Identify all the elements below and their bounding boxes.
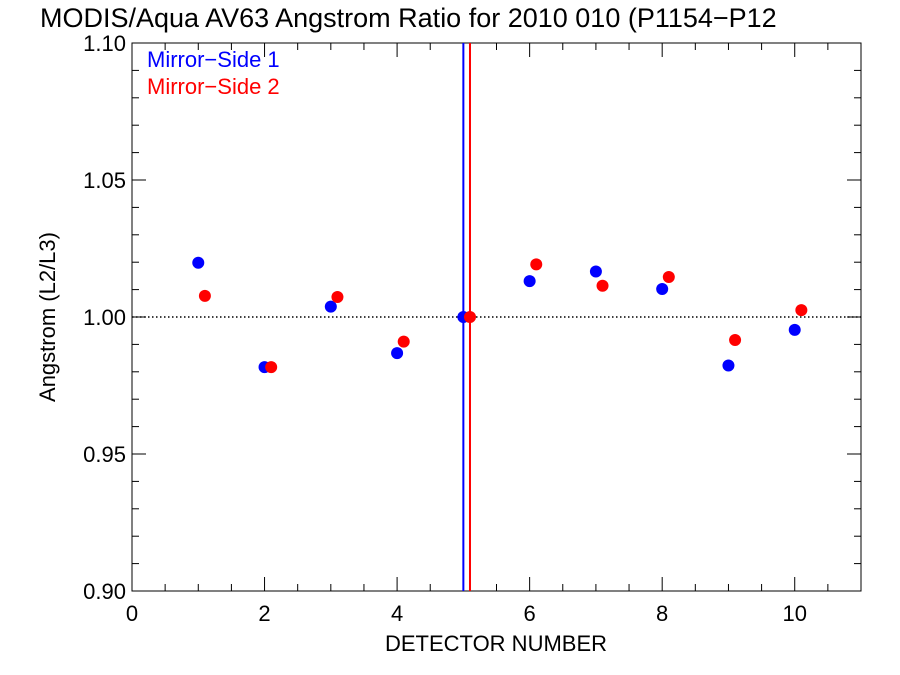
y-tick-label: 0.95 bbox=[83, 442, 126, 467]
x-tick-label: 2 bbox=[258, 601, 270, 626]
data-point bbox=[391, 347, 404, 360]
data-point bbox=[788, 323, 801, 336]
data-point bbox=[198, 289, 211, 302]
legend-entry: Mirror−Side 1 bbox=[147, 47, 280, 72]
legend-entry: Mirror−Side 2 bbox=[147, 74, 280, 99]
data-point bbox=[192, 256, 205, 269]
x-tick-label: 4 bbox=[391, 601, 403, 626]
x-axis-label: DETECTOR NUMBER bbox=[385, 631, 607, 656]
data-point bbox=[596, 279, 609, 292]
x-axis-ticks: 0 2 4 6 8 10 bbox=[126, 43, 862, 626]
data-point bbox=[722, 359, 735, 372]
y-tick-label: 1.05 bbox=[83, 168, 126, 193]
data-point bbox=[523, 275, 536, 288]
data-point bbox=[589, 265, 602, 278]
x-tick-label: 6 bbox=[524, 601, 536, 626]
data-point bbox=[729, 334, 742, 347]
data-point bbox=[530, 258, 543, 271]
data-point bbox=[662, 270, 675, 283]
y-axis-label: Angstrom (L2/L3) bbox=[35, 232, 60, 402]
data-point bbox=[331, 290, 344, 303]
x-tick-label: 10 bbox=[782, 601, 806, 626]
data-point bbox=[265, 361, 278, 374]
y-axis-ticks: 0.90 0.95 1.00 1.05 1.10 bbox=[83, 31, 861, 604]
data-points bbox=[192, 256, 808, 374]
data-point bbox=[324, 300, 337, 313]
y-tick-label: 1.10 bbox=[83, 31, 126, 56]
y-tick-label: 0.90 bbox=[83, 579, 126, 604]
data-point bbox=[795, 304, 808, 317]
data-point bbox=[397, 335, 410, 348]
y-tick-label: 1.00 bbox=[83, 305, 126, 330]
x-tick-label: 8 bbox=[656, 601, 668, 626]
data-point bbox=[656, 283, 669, 296]
chart-title: MODIS/Aqua AV63 Angstrom Ratio for 2010 … bbox=[40, 3, 777, 33]
x-tick-label: 0 bbox=[126, 601, 138, 626]
data-point bbox=[463, 311, 476, 323]
